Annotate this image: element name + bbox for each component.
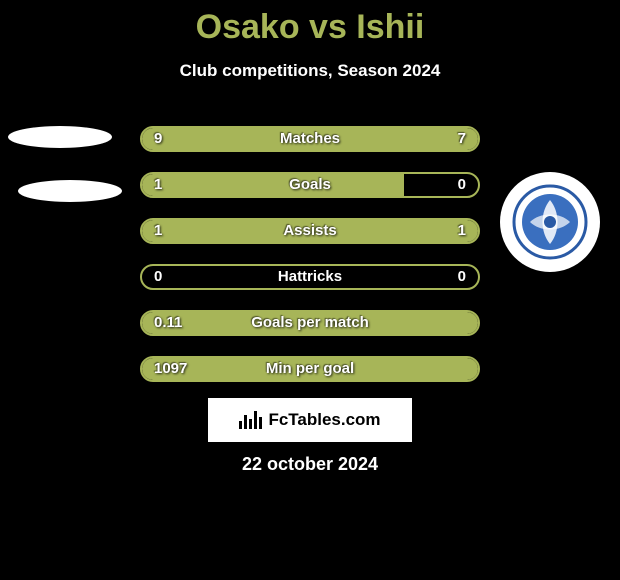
stats-chart: 9Matches71Goals01Assists10Hattricks00.11…: [140, 126, 480, 402]
right-team-badge: [500, 172, 600, 272]
stat-label: Matches: [142, 128, 478, 150]
stat-value-right: 1: [458, 220, 466, 242]
stat-label: Goals: [142, 174, 478, 196]
stat-label: Assists: [142, 220, 478, 242]
page-subtitle: Club competitions, Season 2024: [0, 61, 620, 81]
club-crest-icon: [510, 182, 590, 262]
bars-icon: [239, 411, 262, 429]
stat-value-right: 0: [458, 174, 466, 196]
footer-brand-text: FcTables.com: [268, 410, 380, 430]
stat-row: 1Goals0: [140, 172, 480, 198]
stat-row: 9Matches7: [140, 126, 480, 152]
stat-value-right: 7: [458, 128, 466, 150]
page-title: Osako vs Ishii: [0, 0, 620, 47]
left-team-ellipse-1: [8, 126, 112, 148]
stat-value-right: 0: [458, 266, 466, 288]
stat-label: Hattricks: [142, 266, 478, 288]
stat-row: 1097Min per goal: [140, 356, 480, 382]
left-team-ellipse-2: [18, 180, 122, 202]
stat-label: Goals per match: [142, 312, 478, 334]
stat-label: Min per goal: [142, 358, 478, 380]
date-label: 22 october 2024: [0, 454, 620, 475]
footer-brand-box[interactable]: FcTables.com: [208, 398, 412, 442]
stat-row: 0Hattricks0: [140, 264, 480, 290]
stat-row: 0.11Goals per match: [140, 310, 480, 336]
stat-row: 1Assists1: [140, 218, 480, 244]
